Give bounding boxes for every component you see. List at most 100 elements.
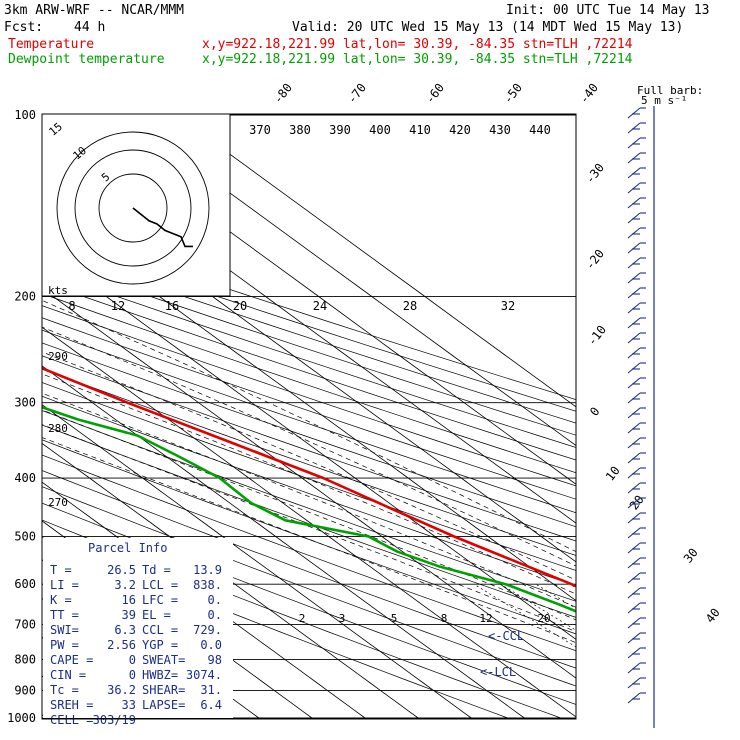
parcel-value: 0 [129, 668, 136, 682]
theta-label: 410 [409, 123, 431, 137]
wind-barb [627, 152, 646, 164]
hodograph-ring [74, 149, 192, 267]
model-title: 3km ARW-WRF -- NCAR/MMM [4, 3, 184, 18]
legend-temperature-info: x,y=922.18,221.99 lat,lon= 30.39, -84.35… [202, 37, 633, 52]
wind-barb [627, 137, 646, 149]
wind-barb [627, 317, 646, 329]
parcel-value: 31. [200, 683, 222, 697]
parcel-value: 838. [193, 578, 222, 592]
isotherm-label: 30 [681, 546, 701, 566]
wind-barb [627, 467, 646, 479]
dry-adiabat [42, 226, 576, 400]
theta-label: 370 [249, 123, 271, 137]
isotherm-label: -80 [271, 81, 295, 107]
wind-barb [627, 227, 646, 239]
parcel-info-box: Parcel Info T = 26.5 Td = 13.9 LI = 3.2 LCL = 83… [43, 538, 233, 727]
dry-adiabat [42, 293, 576, 474]
isotherm-label: 10 [603, 464, 623, 484]
parcel-value: 16 [122, 593, 136, 607]
parcel-info-title: Parcel Info [88, 541, 167, 555]
mixing-ratio-label: 2 [299, 612, 306, 625]
wind-barb [627, 437, 646, 449]
parcel-key: SWEAT= [142, 653, 185, 667]
wind-barb [627, 407, 646, 419]
isotherm-label: -10 [585, 323, 609, 349]
ccl-marker: <-CCL [488, 629, 524, 643]
parcel-key: CIN = [50, 668, 86, 682]
parcel-key: HWBZ= [142, 668, 178, 682]
parcel-key: Tc = [50, 683, 79, 697]
wind-barb [627, 377, 646, 389]
wind-barb [627, 587, 646, 599]
parcel-value: 13.9 [193, 563, 222, 577]
wind-barb [627, 617, 646, 629]
wind-barb [627, 122, 646, 134]
pressure-label: 600 [14, 577, 36, 591]
parcel-info-bg [43, 538, 233, 718]
fcst-label: Fcst: [4, 20, 43, 35]
isotherm-line [42, 249, 576, 640]
isotherm-line [42, 365, 525, 719]
wind-barb [627, 332, 646, 344]
hodograph-ring [56, 131, 210, 285]
pressure-label: 200 [14, 290, 36, 304]
parcel-key: CCL = [142, 623, 178, 637]
wind-barb [627, 497, 646, 509]
dry-adiabat [42, 454, 576, 652]
wind-barb [627, 572, 646, 584]
dry-adiabat [42, 317, 576, 500]
pressure-label: 300 [14, 396, 36, 410]
isotherm-line [122, 114, 576, 447]
moist-adiabat [42, 326, 576, 567]
fcst-value: 44 h [74, 20, 105, 35]
pressure-label: 800 [14, 653, 36, 667]
parcel-value: 33 [122, 698, 136, 712]
parcel-value: 3074. [186, 668, 222, 682]
isotherm-label: 40 [703, 606, 723, 626]
parcel-key: LCL = [142, 578, 178, 592]
wind-barb [627, 362, 646, 374]
mixing-ratio-line [535, 583, 576, 609]
wind-barb [627, 662, 646, 674]
speed-scale-label: 16 [165, 299, 179, 313]
dry-adiabat [42, 410, 576, 602]
plot-frame [41, 113, 577, 720]
speed-scale-label: 12 [111, 299, 125, 313]
parcel-key: CELL = [50, 713, 93, 727]
wind-barb [627, 542, 646, 554]
isotherm-label: -30 [583, 161, 607, 187]
wind-barb [627, 422, 646, 434]
lcl-marker: <-LCL [480, 665, 516, 679]
mixing-ratio-line [500, 583, 576, 631]
dewpoint-temperature-profile [42, 405, 576, 613]
isotherm-line [42, 404, 472, 719]
wind-barb [627, 272, 646, 284]
parcel-value: 3.2 [114, 578, 136, 592]
wind-barb [627, 182, 646, 194]
mixing-ratio-line [569, 583, 576, 589]
dry-adiabat [42, 258, 576, 436]
moist-adiabat [42, 424, 576, 633]
isotherm-label: -20 [583, 247, 607, 273]
isotherm-label: -70 [345, 81, 369, 107]
dry-adiabat [42, 270, 576, 448]
parcel-key: LI = [50, 578, 79, 592]
temperature-profile [42, 366, 576, 588]
parcel-key: SHEAR= [142, 683, 185, 697]
hodograph-ring [98, 173, 168, 243]
wind-barb [627, 557, 646, 569]
isotherm-line [42, 132, 576, 524]
speed-scale-label: 28 [403, 299, 417, 313]
dry-adiabat [42, 486, 576, 687]
dry-adiabat-label: 290 [48, 350, 68, 363]
theta-label: 390 [329, 123, 351, 137]
theta-label: 400 [369, 123, 391, 137]
isotherm-line [42, 326, 576, 718]
dry-adiabat [42, 424, 576, 618]
parcel-value: 6.3 [114, 623, 136, 637]
wind-barb [627, 242, 646, 254]
parcel-key: TT = [50, 608, 79, 622]
parcel-value: 0. [208, 593, 222, 607]
hodograph-units: kts [48, 284, 68, 297]
parcel-key: LFC = [142, 593, 178, 607]
